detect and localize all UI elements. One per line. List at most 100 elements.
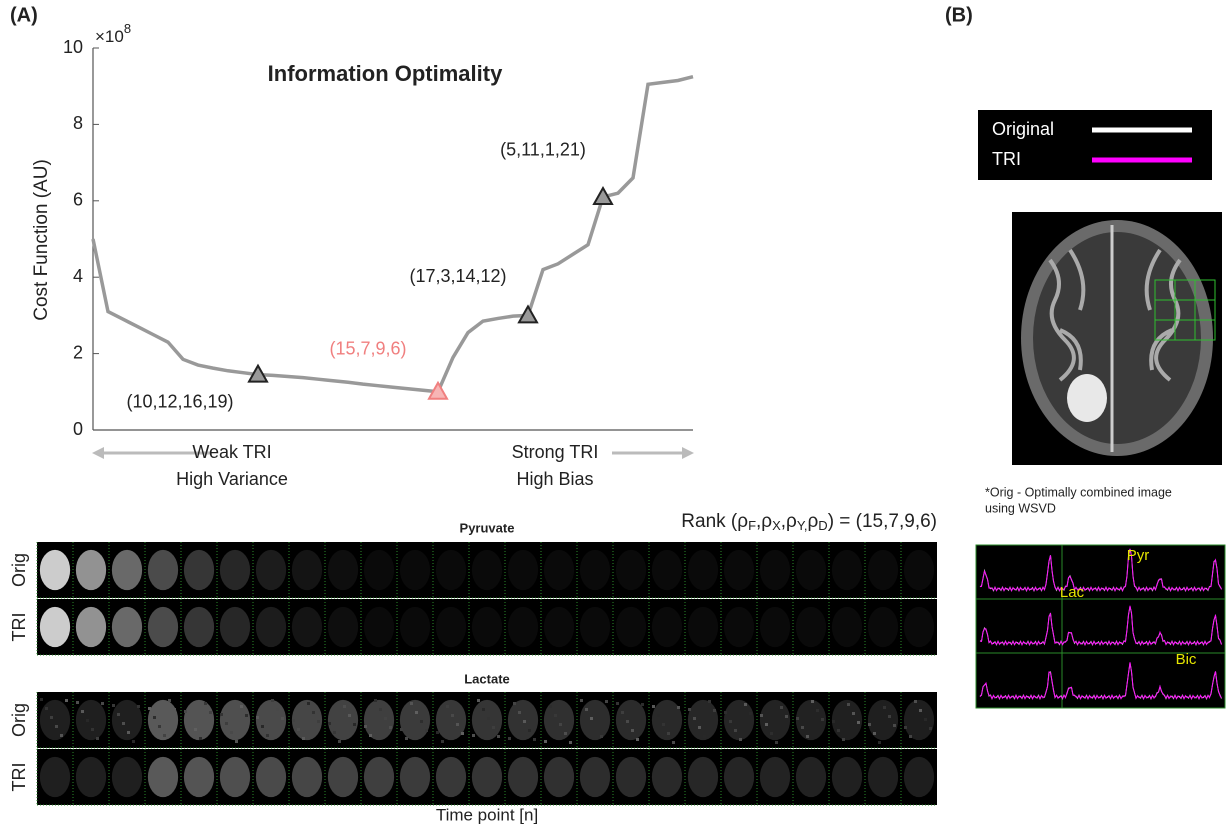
image-cell [688,757,718,797]
image-cell [472,607,502,647]
noise [55,725,58,728]
noise [559,723,562,726]
noise [580,699,583,702]
noise [456,723,459,726]
noise [235,740,238,743]
panel-label: (B) [945,4,973,26]
noise [40,698,43,701]
noise [600,735,603,738]
noise [554,714,557,717]
noise [652,705,655,708]
noise [266,734,269,737]
image-cell [292,757,322,797]
image-cell [760,607,790,647]
noise [698,726,701,729]
image-cell [760,757,790,797]
row-label: Orig [9,553,29,587]
noise [873,732,876,735]
image-cell [580,757,610,797]
noise [204,702,207,705]
noise [96,737,99,740]
noise [616,702,619,705]
image-cell [508,550,538,590]
noise [878,741,881,744]
noise [806,735,809,738]
noise [271,699,274,702]
noise [605,700,608,703]
noise [528,729,531,732]
noise [379,708,382,711]
noise [261,725,264,728]
noise [405,737,408,740]
rank-label: Rank (ρF,ρX,ρY,ρD) = (15,7,9,6) [681,511,937,533]
image-cell [220,550,250,590]
image-cell [688,607,718,647]
image-cell [184,607,214,647]
image-cell [76,700,106,740]
image-cell [40,700,70,740]
noise [811,700,814,703]
noise [60,734,63,737]
noise [708,700,711,703]
noise [415,711,418,714]
image-cell [868,550,898,590]
image-cell [364,757,394,797]
noise [837,729,840,732]
noise [724,711,727,714]
noise [832,720,835,723]
noise [276,708,279,711]
image-cell [580,607,610,647]
image-cell [904,757,934,797]
row-label: TRI [9,763,29,792]
noise [842,738,845,741]
image-cell [580,550,610,590]
marker-label: (15,7,9,6) [329,339,406,359]
image-cell [76,757,106,797]
image-cell [256,757,286,797]
marker-label: (17,3,14,12) [409,266,506,286]
noise [230,731,233,734]
noise [240,705,243,708]
noise [739,738,742,741]
figure: (A) (B) Information Optimality Cost Func… [0,0,1230,827]
peak-label: Pyr [1127,547,1150,564]
noise [184,710,187,713]
image-cell [400,607,430,647]
noise [158,725,161,728]
image-cell [364,607,394,647]
noise [544,740,547,743]
image-cell [148,757,178,797]
image-cell [796,550,826,590]
image-cell [904,550,934,590]
image-cell [292,607,322,647]
noise [883,706,886,709]
noise [86,719,89,722]
marker-label: (5,11,1,21) [500,140,586,160]
image-cell [544,700,574,740]
strip-title: Lactate [464,671,510,686]
noise [868,723,871,726]
noise [369,734,372,737]
image-cell [832,550,862,590]
noise [333,731,336,734]
noise [477,699,480,702]
noise [847,703,850,706]
noise [919,709,922,712]
image-cell [796,607,826,647]
noise [220,713,223,716]
image-cell [472,550,502,590]
marker-label: (10,12,16,19) [126,391,233,411]
rank-sub: D [818,518,827,533]
noise [163,734,166,737]
image-cell [544,757,574,797]
image-cell [724,607,754,647]
image-cell [184,550,214,590]
lesion [1067,374,1107,422]
image-cell [292,550,322,590]
noise [703,735,706,738]
footnote: using WSVD [985,501,1056,515]
noise [127,731,130,734]
strip-x-label: Time point [n] [436,805,538,824]
noise [168,699,171,702]
noise [65,699,68,702]
